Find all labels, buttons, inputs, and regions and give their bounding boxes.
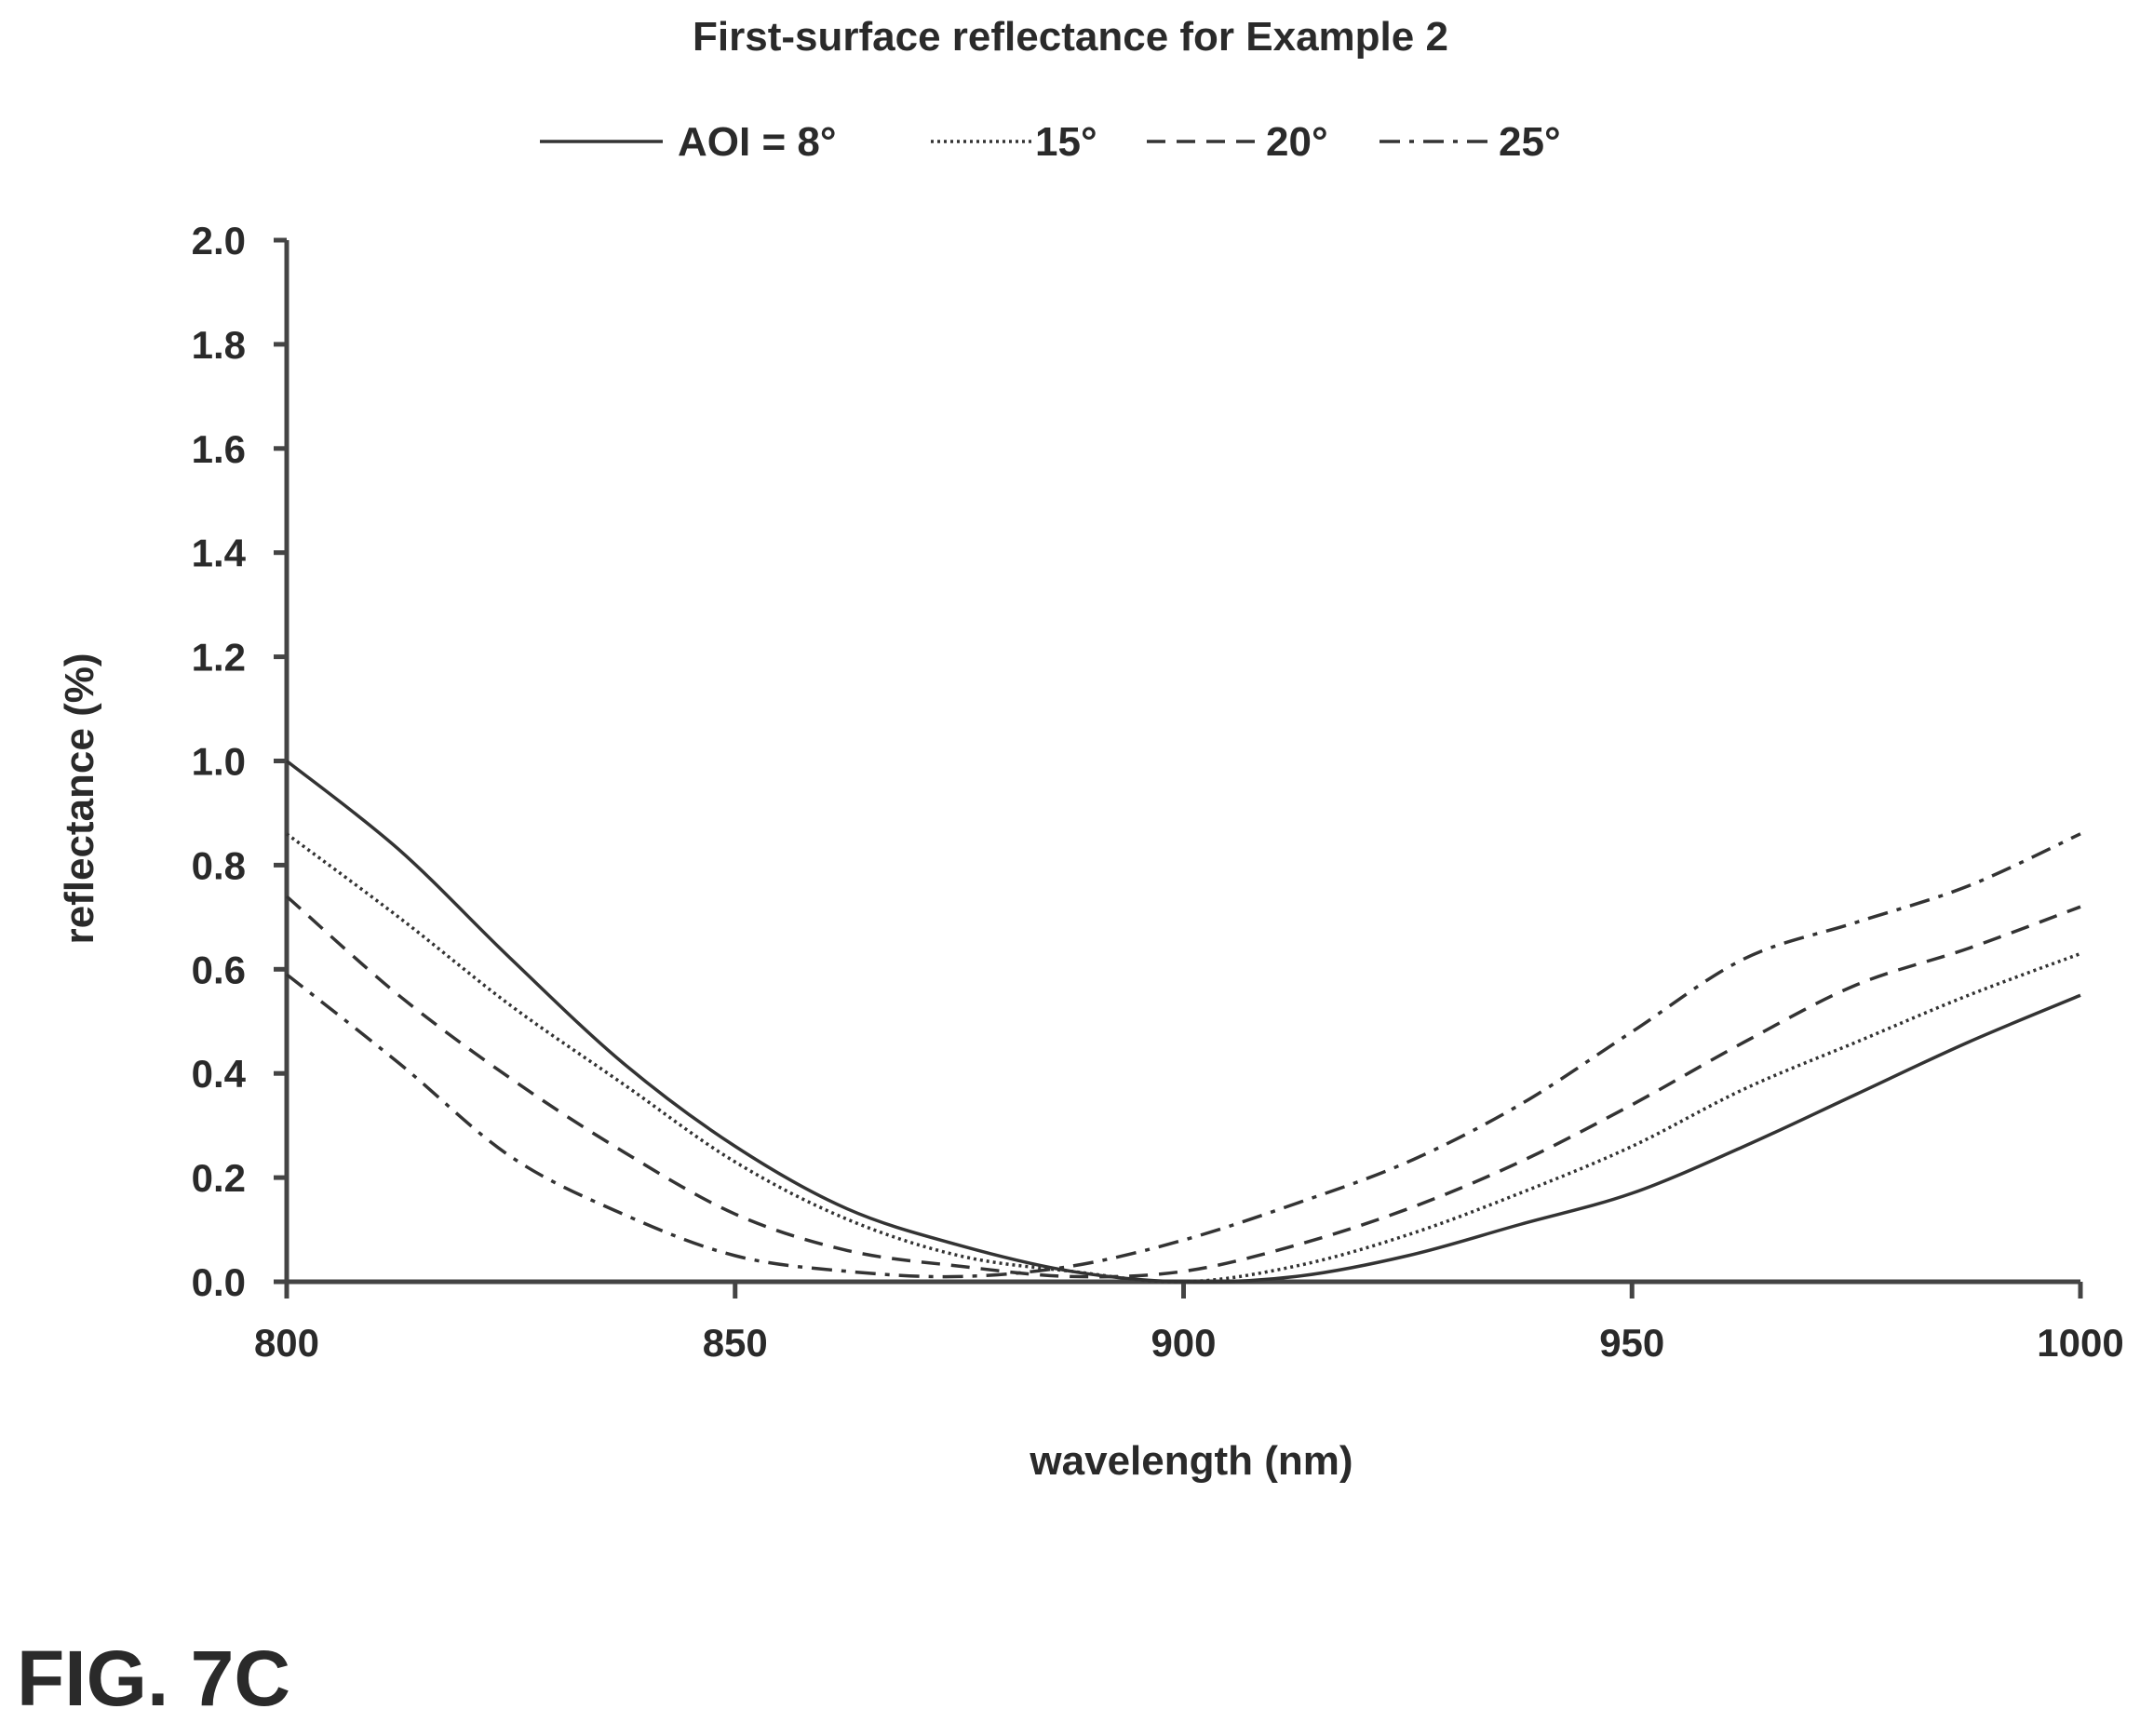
y-tick-label: 2.0	[192, 219, 246, 262]
series-line-3	[285, 832, 2081, 1279]
y-axis-ticks: 0.0 0.2 0.4 0.6 0.8 1.0 1.2 1.4 1.6 1.8 2.0	[192, 219, 287, 1304]
y-tick-label: 1.8	[192, 323, 246, 367]
x-tick-label: 900	[1151, 1321, 1216, 1365]
legend-label: 25°	[1499, 119, 1561, 165]
y-tick-label: 0.0	[192, 1260, 246, 1304]
chart-title: First-surface reflectance for Example 2	[693, 14, 1448, 60]
x-tick-label: 950	[1599, 1321, 1664, 1365]
y-tick-label: 1.4	[192, 532, 247, 575]
legend-label: 15°	[1035, 119, 1097, 165]
y-tick-label: 1.0	[192, 740, 246, 784]
series-layer	[285, 760, 2081, 1284]
y-tick-label: 0.6	[192, 948, 246, 991]
series-line-0	[285, 760, 2081, 1284]
legend-item: 20°	[1147, 119, 1328, 165]
x-axis-label: wavelength (nm)	[1029, 1438, 1353, 1484]
legend-label: 20°	[1266, 119, 1328, 165]
chart-legend: AOI = 8° 15° 20° 25°	[540, 119, 1561, 165]
plot-area: 0.0 0.2 0.4 0.6 0.8 1.0 1.2 1.4 1.6 1.8 2.0 800 850…	[192, 219, 2124, 1365]
y-tick-label: 1.2	[192, 636, 246, 680]
figure-label: FIG. 7C	[17, 1635, 290, 1722]
x-tick-label: 850	[703, 1321, 768, 1365]
x-tick-label: 1000	[2037, 1321, 2123, 1365]
y-tick-label: 0.2	[192, 1156, 246, 1200]
series-line-1	[285, 832, 2081, 1284]
series-line-2	[285, 895, 2081, 1279]
y-tick-label: 1.6	[192, 427, 246, 471]
x-tick-label: 800	[254, 1321, 319, 1365]
legend-label: AOI = 8°	[678, 119, 836, 165]
legend-item: 15°	[931, 119, 1097, 165]
x-axis-ticks: 800 850 900 950 1000	[254, 1282, 2124, 1365]
y-tick-label: 0.8	[192, 843, 246, 887]
y-axis-label: reflectance (%)	[57, 653, 102, 944]
legend-item: 25°	[1380, 119, 1561, 165]
y-tick-label: 0.4	[192, 1052, 247, 1096]
legend-item: AOI = 8°	[540, 119, 836, 165]
